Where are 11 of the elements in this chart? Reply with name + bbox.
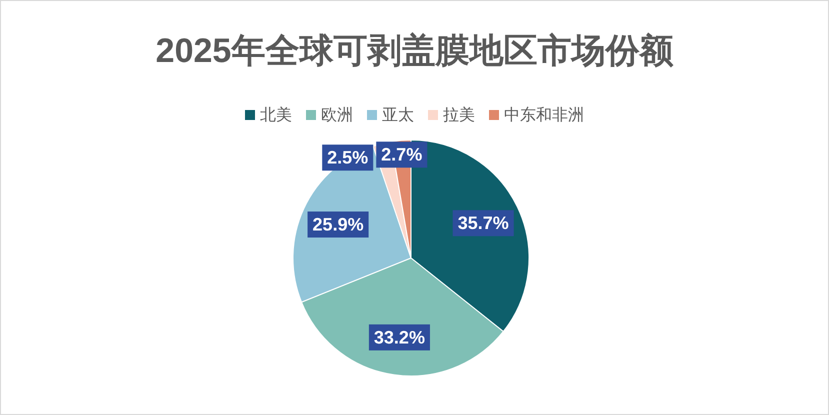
- data-label: 25.9%: [312, 214, 364, 235]
- legend-label: 北美: [260, 106, 292, 124]
- data-label: 2.7%: [381, 144, 422, 165]
- data-label: 35.7%: [458, 213, 509, 234]
- chart-title: 2025年全球可剥盖膜地区市场份额: [156, 32, 674, 70]
- data-label: 33.2%: [374, 327, 425, 348]
- legend-label: 亚太: [382, 106, 414, 124]
- legend-label: 拉美: [443, 106, 475, 124]
- data-label: 2.5%: [327, 148, 368, 168]
- legend-label: 中东和非洲: [504, 106, 584, 124]
- legend-label: 欧洲: [321, 106, 353, 124]
